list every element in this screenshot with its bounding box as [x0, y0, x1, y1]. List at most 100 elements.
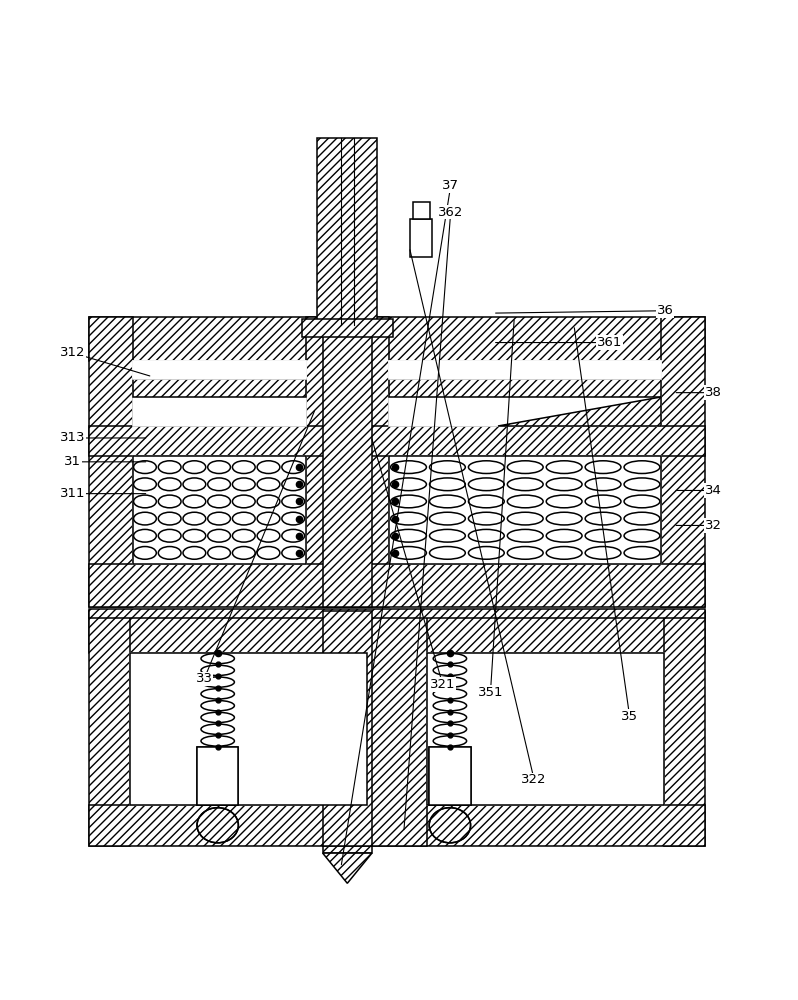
Bar [89, 564, 705, 607]
Ellipse shape [207, 495, 231, 508]
Ellipse shape [547, 529, 582, 542]
Text: 36: 36 [657, 304, 674, 317]
Ellipse shape [133, 529, 156, 542]
Ellipse shape [468, 529, 504, 542]
Bar [389, 456, 662, 564]
Ellipse shape [201, 653, 235, 664]
Bar [389, 361, 662, 426]
Ellipse shape [508, 512, 543, 525]
Bar [89, 611, 705, 653]
Ellipse shape [508, 547, 543, 559]
Ellipse shape [433, 653, 467, 664]
Ellipse shape [390, 512, 426, 525]
Ellipse shape [282, 478, 305, 491]
Text: 33: 33 [196, 672, 213, 685]
Ellipse shape [183, 529, 206, 542]
Ellipse shape [468, 461, 504, 474]
Ellipse shape [624, 512, 660, 525]
Ellipse shape [183, 512, 206, 525]
Ellipse shape [624, 461, 660, 474]
Bar [302, 319, 393, 337]
Ellipse shape [207, 529, 231, 542]
Text: 362: 362 [438, 206, 464, 219]
Ellipse shape [624, 478, 660, 491]
Ellipse shape [433, 689, 467, 699]
Bar [322, 611, 372, 846]
Ellipse shape [183, 478, 206, 491]
Ellipse shape [429, 547, 465, 559]
Ellipse shape [257, 547, 280, 559]
Ellipse shape [201, 724, 235, 734]
Ellipse shape [133, 547, 156, 559]
Ellipse shape [433, 724, 467, 734]
Bar [89, 805, 705, 846]
Ellipse shape [585, 529, 621, 542]
Ellipse shape [433, 712, 467, 723]
Bar [197, 747, 239, 805]
Bar [318, 138, 377, 325]
Ellipse shape [257, 478, 280, 491]
Ellipse shape [390, 478, 426, 491]
Ellipse shape [508, 478, 543, 491]
Bar [130, 653, 367, 805]
Ellipse shape [282, 512, 305, 525]
Ellipse shape [133, 461, 156, 474]
Ellipse shape [207, 512, 231, 525]
Text: 32: 32 [705, 519, 721, 532]
Ellipse shape [207, 478, 231, 491]
Bar [89, 609, 705, 618]
Ellipse shape [201, 700, 235, 711]
Ellipse shape [257, 495, 280, 508]
Ellipse shape [547, 461, 582, 474]
Ellipse shape [390, 547, 426, 559]
Ellipse shape [232, 478, 255, 491]
Bar [306, 317, 389, 607]
Ellipse shape [585, 478, 621, 491]
Ellipse shape [201, 677, 235, 687]
Ellipse shape [257, 461, 280, 474]
Ellipse shape [585, 512, 621, 525]
Ellipse shape [585, 495, 621, 508]
Bar [89, 426, 705, 456]
Ellipse shape [232, 512, 255, 525]
Ellipse shape [183, 495, 206, 508]
Ellipse shape [433, 700, 467, 711]
Ellipse shape [133, 478, 156, 491]
Ellipse shape [508, 529, 543, 542]
Bar [132, 361, 306, 426]
Ellipse shape [508, 461, 543, 474]
Bar [410, 219, 433, 257]
Ellipse shape [624, 495, 660, 508]
Ellipse shape [547, 512, 582, 525]
Bar [132, 456, 306, 564]
Ellipse shape [282, 529, 305, 542]
Ellipse shape [468, 478, 504, 491]
Bar [389, 361, 662, 379]
Bar [132, 456, 306, 564]
Bar [429, 747, 471, 805]
Ellipse shape [429, 512, 465, 525]
Ellipse shape [547, 495, 582, 508]
Ellipse shape [158, 495, 181, 508]
Text: 313: 313 [60, 431, 85, 444]
Ellipse shape [624, 529, 660, 542]
Ellipse shape [390, 529, 426, 542]
Text: 351: 351 [478, 686, 504, 699]
Ellipse shape [158, 512, 181, 525]
Ellipse shape [207, 547, 231, 559]
Ellipse shape [183, 461, 206, 474]
Ellipse shape [282, 495, 305, 508]
Ellipse shape [547, 478, 582, 491]
Ellipse shape [201, 736, 235, 746]
Ellipse shape [468, 547, 504, 559]
Ellipse shape [433, 677, 467, 687]
Ellipse shape [508, 495, 543, 508]
Ellipse shape [429, 461, 465, 474]
Text: 37: 37 [442, 179, 459, 192]
Bar [389, 456, 662, 564]
Text: 321: 321 [430, 678, 456, 691]
Ellipse shape [257, 512, 280, 525]
Text: 38: 38 [705, 386, 721, 399]
Ellipse shape [158, 529, 181, 542]
Text: 322: 322 [521, 773, 547, 786]
